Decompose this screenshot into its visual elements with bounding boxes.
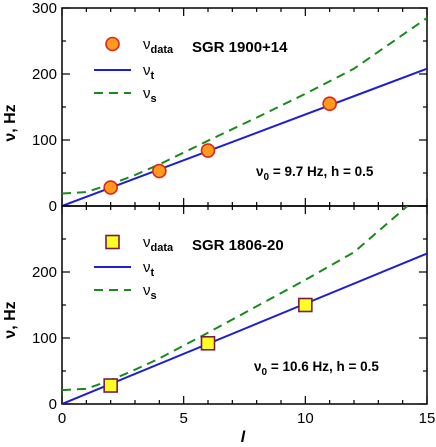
data-point	[322, 96, 337, 111]
data-point	[200, 335, 216, 351]
panel-bottom: 0 5 10 15 0 100 200 νdata νt νs	[32, 205, 436, 427]
x-tick-label: 10	[297, 410, 314, 427]
y-tick-label: 0	[49, 396, 57, 413]
panel-top-nu-s-line	[62, 17, 427, 195]
y-tick-label: 300	[32, 0, 57, 17]
y-tick-label: 200	[32, 66, 57, 83]
legend-label-nu-t: νt	[143, 259, 155, 279]
panel-top-annotation: ν0 = 9.7 Hz, h = 0.5	[256, 164, 374, 183]
legend-label-data: νdata	[143, 36, 174, 56]
data-point	[298, 297, 313, 313]
panel-top-title: SGR 1900+14	[192, 39, 288, 56]
legend-marker-data	[105, 234, 120, 250]
y-tick-label: 200	[32, 264, 57, 281]
data-point	[200, 143, 216, 158]
x-tick-label: 0	[58, 410, 66, 427]
panel-bottom-title: SGR 1806-20	[192, 237, 284, 254]
y-tick-label: 100	[32, 330, 57, 347]
panel-bottom-ylabel: ν, Hz	[2, 301, 19, 338]
panel-top-legend: νdata νt νs	[94, 36, 174, 105]
x-tick-label: 5	[179, 410, 187, 427]
x-tick-label: 15	[419, 410, 436, 427]
legend-label-nu-s: νs	[143, 282, 157, 302]
data-point	[103, 180, 118, 195]
legend-marker-data	[105, 36, 120, 52]
x-axis-label: l	[241, 429, 246, 446]
y-tick-label: 100	[32, 132, 57, 149]
legend-label-data: νdata	[143, 234, 174, 254]
legend-label-nu-s: νs	[143, 85, 157, 105]
data-point	[152, 163, 167, 179]
legend-label-nu-t: νt	[143, 62, 155, 82]
y-tick-label: 0	[49, 198, 57, 215]
panel-top-nu-t-line	[62, 67, 427, 206]
panel-bottom-nu-t-line	[62, 252, 427, 404]
panel-top: 0 100 200 300 νdata νt νs	[32, 0, 428, 215]
data-point	[103, 378, 118, 393]
panel-bottom-annotation: ν0 = 10.6 Hz, h = 0.5	[254, 359, 379, 378]
panel-bottom-legend: νdata νt νs	[94, 234, 174, 302]
panel-bottom-nu-s-line	[62, 206, 409, 392]
panel-top-ylabel: ν, Hz	[2, 104, 19, 141]
